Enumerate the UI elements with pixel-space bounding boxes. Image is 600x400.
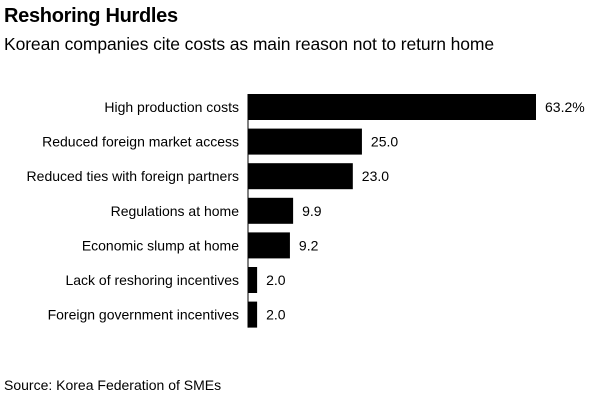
bar [248, 197, 294, 224]
chart-source: Source: Korea Federation of SMEs [4, 377, 222, 393]
category-label: Reduced ties with foreign partners [27, 168, 239, 184]
value-label: 25.0 [371, 134, 398, 150]
value-label: 23.0 [362, 168, 389, 184]
bar [248, 301, 258, 328]
chart-subtitle: Korean companies cite costs as main reas… [4, 34, 494, 54]
value-label: 63.2% [545, 99, 585, 115]
category-label: Foreign government incentives [48, 307, 239, 323]
bar [248, 128, 362, 155]
value-label: 2.0 [266, 272, 286, 288]
bar [248, 163, 353, 190]
value-label: 2.0 [266, 307, 286, 323]
category-label: High production costs [104, 99, 239, 115]
bar [248, 94, 536, 120]
value-label: 9.2 [299, 237, 319, 253]
chart-title: Reshoring Hurdles [4, 5, 178, 27]
bars-group: High production costs 63.2% Reduced foreig… [27, 94, 585, 328]
bar [248, 267, 258, 293]
category-label: Lack of reshoring incentives [65, 272, 239, 288]
category-label: Reduced foreign market access [42, 134, 239, 150]
bar [248, 232, 290, 259]
category-label: Economic slump at home [82, 237, 239, 253]
value-label: 9.9 [302, 203, 322, 219]
category-label: Regulations at home [111, 203, 240, 219]
